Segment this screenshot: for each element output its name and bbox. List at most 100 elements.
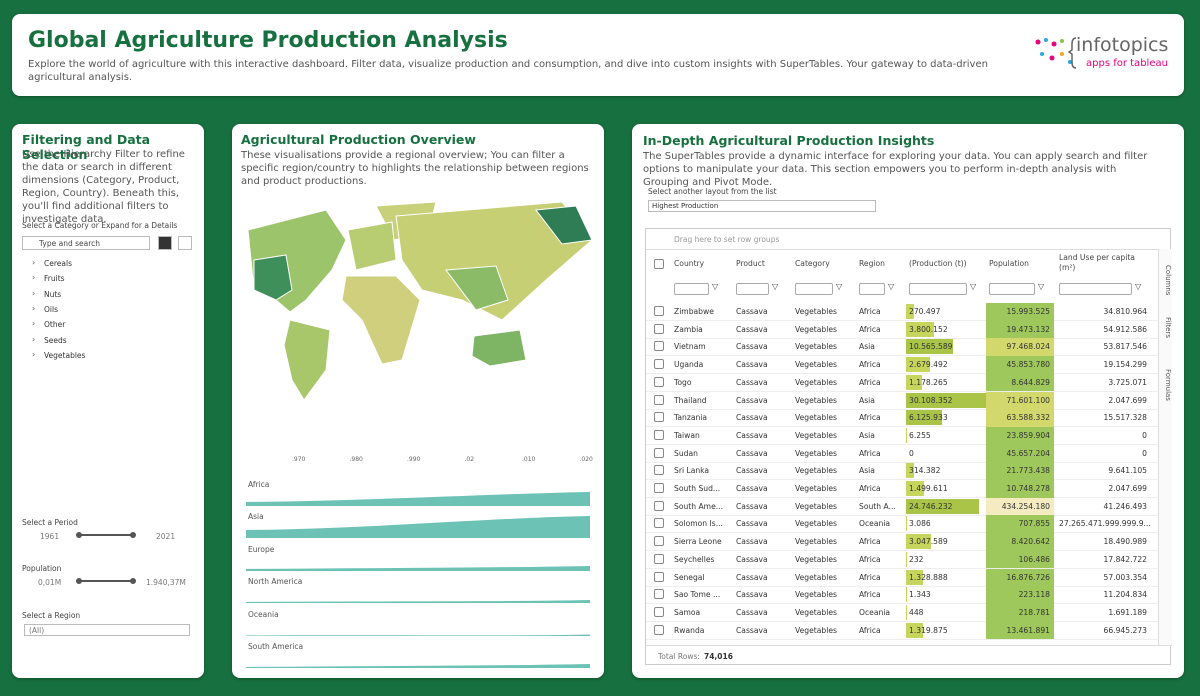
tree-item[interactable]: Cereals (44, 259, 72, 268)
row-checkbox[interactable] (654, 501, 664, 511)
table-cell: 97.468.024 (986, 338, 1054, 355)
row-checkbox[interactable] (654, 465, 664, 475)
tree-item[interactable]: Vegetables (44, 351, 85, 360)
row-checkbox[interactable] (654, 341, 664, 351)
tree-expander[interactable]: › (32, 273, 35, 282)
table-cell: 15.993.525 (986, 303, 1054, 320)
table-cell: Vegetables (792, 569, 852, 586)
column-header[interactable]: Population (989, 259, 1051, 269)
table-cell: Cassava (733, 392, 788, 409)
row-checkbox[interactable] (654, 412, 664, 422)
filter-input[interactable] (674, 283, 709, 295)
table-cell: 41.246.493 (1056, 498, 1151, 515)
row-checkbox[interactable] (654, 377, 664, 387)
table-cell: 8.644.829 (986, 374, 1054, 391)
table-cell: 434.254.180 (986, 498, 1054, 515)
table-cell: Oceania (856, 604, 904, 621)
footer-label: Total Rows: (658, 652, 700, 661)
filter-input[interactable] (1059, 283, 1132, 295)
table-cell: Vegetables (792, 392, 852, 409)
column-header[interactable]: Country (674, 259, 725, 269)
table-cell: 23.859.904 (986, 427, 1054, 444)
row-checkbox[interactable] (654, 306, 664, 316)
row-checkbox[interactable] (654, 625, 664, 635)
column-header[interactable]: Category (795, 259, 849, 269)
row-checkbox[interactable] (654, 430, 664, 440)
layout-dropdown[interactable]: Highest Production (648, 200, 876, 212)
row-checkbox[interactable] (654, 395, 664, 405)
row-checkbox[interactable] (654, 359, 664, 369)
row-checkbox[interactable] (654, 607, 664, 617)
row-checkbox[interactable] (654, 536, 664, 546)
row-checkbox[interactable] (654, 324, 664, 334)
row-checkbox[interactable] (654, 483, 664, 493)
table-cell: Cassava (733, 604, 788, 621)
row-checkbox[interactable] (654, 589, 664, 599)
side-tab[interactable]: Formulas (1164, 369, 1172, 401)
tree-item[interactable]: Fruits (44, 274, 65, 283)
search-box[interactable]: Type and search (22, 236, 150, 250)
side-tab[interactable]: Columns (1164, 265, 1172, 295)
filter-icon[interactable]: ▽ (1038, 282, 1044, 291)
filter-icon[interactable]: ▽ (772, 282, 778, 291)
filter-input[interactable] (909, 283, 967, 295)
tree-item[interactable]: Oils (44, 305, 58, 314)
region-value: (All) (29, 626, 44, 635)
filter-button[interactable] (158, 236, 172, 250)
tree-item[interactable]: Seeds (44, 336, 67, 345)
table-cell: Africa (856, 622, 904, 639)
table-cell: 3.800.152 (906, 321, 986, 338)
tree-expander[interactable]: › (32, 258, 35, 267)
filter-icon[interactable]: ▽ (888, 282, 894, 291)
column-header[interactable]: Product (736, 259, 785, 269)
filter-icon[interactable]: ▽ (970, 282, 976, 291)
region-dropdown[interactable]: (All) (24, 624, 190, 636)
filter-input[interactable] (859, 283, 885, 295)
table-cell: Cassava (733, 321, 788, 338)
tree-expander[interactable]: › (32, 304, 35, 313)
side-tab[interactable]: Filters (1164, 317, 1172, 338)
filter-input[interactable] (736, 283, 769, 295)
table-cell: Africa (856, 533, 904, 550)
filter-icon[interactable]: ▽ (1135, 282, 1141, 291)
tree-item[interactable]: Other (44, 320, 65, 329)
table-cell: 21.773.438 (986, 462, 1054, 479)
table-cell: Cassava (733, 569, 788, 586)
tree-expander[interactable]: › (32, 289, 35, 298)
row-checkbox[interactable] (654, 448, 664, 458)
divider (646, 249, 1158, 250)
table-cell: Cassava (733, 356, 788, 373)
table-cell: 0 (1056, 427, 1151, 444)
column-header[interactable]: Land Use per capita (m²) (1059, 253, 1148, 273)
filter-icon[interactable]: ▽ (712, 282, 718, 291)
row-checkbox[interactable] (654, 518, 664, 528)
timeline-tick: .020 (580, 456, 593, 463)
filter-icon[interactable]: ▽ (836, 282, 842, 291)
row-checkbox[interactable] (654, 572, 664, 582)
population-slider[interactable] (76, 576, 136, 586)
filter-input[interactable] (989, 283, 1035, 295)
select-all[interactable] (654, 259, 664, 269)
table-cell: Asia (856, 462, 904, 479)
filter-input[interactable] (795, 283, 833, 295)
tree-expander[interactable]: › (32, 350, 35, 359)
column-header[interactable]: Region (859, 259, 901, 269)
page-title: Global Agriculture Production Analysis (28, 28, 508, 53)
period-slider[interactable] (76, 530, 136, 540)
side-tabs (1158, 249, 1172, 645)
tree-item[interactable]: Nuts (44, 290, 61, 299)
table-cell: 6.125.933 (906, 409, 986, 426)
column-header[interactable]: (Production (t)) (909, 259, 983, 269)
table-cell: Vegetables (792, 321, 852, 338)
table-cell: Cassava (733, 445, 788, 462)
timeline-tick: .990 (407, 456, 420, 463)
table-cell: 8.420.642 (986, 533, 1054, 550)
table-cell: Cassava (733, 515, 788, 532)
info-button[interactable] (178, 236, 192, 250)
tree-expander[interactable]: › (32, 335, 35, 344)
row-checkbox[interactable] (654, 554, 664, 564)
table-cell: 1.178.265 (906, 374, 986, 391)
tree-expander[interactable]: › (32, 319, 35, 328)
table-cell: Zambia (671, 321, 728, 338)
header-card: Global Agriculture Production Analysis E… (12, 14, 1184, 96)
